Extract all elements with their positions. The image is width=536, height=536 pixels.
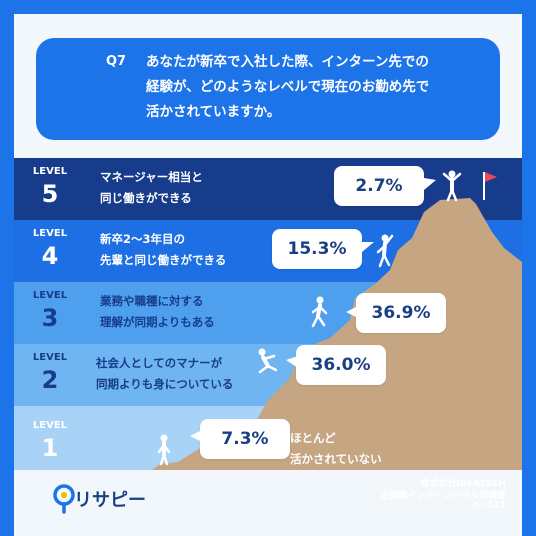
tail-level-1 [190, 430, 202, 442]
person-celebrating-icon [442, 170, 462, 202]
level-2-description: 社会人としてのマナーが 同期よりも身についている [96, 353, 233, 395]
level-1-desc-line-2: 活かされていない [290, 452, 382, 466]
tail-level-2 [286, 356, 298, 368]
question-line-2: 経験が、どのようなレベルで現在のお勤め先で [146, 79, 430, 95]
credit-line-2: 企画職インターンレベル別調査 [380, 491, 506, 501]
value-bubble-level-2: 36.0% [296, 345, 386, 385]
person-climbing-icon [258, 348, 278, 374]
question-box: Q7 あなたが新卒で入社した際、インターン先での 経験が、どのようなレベルで現在… [36, 38, 500, 140]
level-3-desc-line-1: 業務や職種に対する [100, 294, 204, 308]
level-3-word: LEVEL [32, 290, 68, 301]
level-2-number: 2 [41, 366, 59, 394]
level-1-description: ほとんど 活かされていない [290, 428, 382, 470]
credit-line-1: 株式会社IDEATECH [420, 479, 506, 489]
level-5-number: 5 [41, 180, 59, 208]
level-2-desc-line-1: 社会人としてのマナーが [96, 356, 223, 370]
level-3-description: 業務や職種に対する 理解が同期よりもある [100, 291, 215, 333]
tail-level-4 [362, 242, 374, 252]
logo-text: リサピー [74, 490, 146, 511]
level-4-number: 4 [41, 242, 59, 270]
level-5-word: LEVEL [32, 166, 68, 177]
level-4-word: LEVEL [32, 228, 68, 239]
question-text: あなたが新卒で入社した際、インターン先での 経験が、どのようなレベルで現在のお勤… [146, 50, 496, 125]
value-bubble-level-5: 2.7% [334, 166, 424, 206]
person-waving-icon [376, 234, 394, 268]
value-bubble-level-1: 7.3% [200, 419, 290, 459]
question-line-3: 活かされていますか。 [146, 104, 281, 120]
mountain-shape [152, 198, 522, 470]
question-label: Q7 [106, 54, 127, 69]
level-1-desc-line-1: ほとんど [290, 431, 336, 445]
value-bubble-level-3: 36.9% [356, 293, 446, 333]
level-4-desc-line-1: 新卒2～3年目の [100, 232, 186, 246]
level-5-description: マネージャー相当と 同じ働きができる [100, 167, 203, 209]
flag-icon [483, 172, 497, 200]
tail-level-5 [424, 178, 436, 190]
level-2-word: LEVEL [32, 352, 68, 363]
question-line-1: あなたが新卒で入社した際、インターン先での [146, 54, 429, 70]
level-5-desc-line-1: マネージャー相当と [100, 170, 203, 184]
level-3-number: 3 [41, 304, 59, 332]
level-1-number: 1 [41, 434, 59, 462]
person-walking-icon [311, 296, 328, 328]
level-5-desc-line-2: 同じ働きができる [100, 191, 192, 205]
level-2-desc-line-2: 同期よりも身についている [96, 377, 234, 391]
level-4-description: 新卒2～3年目の 先輩と同じ働きができる [100, 229, 226, 271]
value-bubble-level-4: 15.3% [272, 229, 362, 269]
credit-line-3: n=111 [473, 500, 506, 510]
level-4-desc-line-2: 先輩と同じ働きができる [100, 253, 227, 267]
tail-level-3 [346, 306, 358, 318]
person-standing-icon [157, 434, 171, 466]
level-1-word: LEVEL [32, 420, 68, 431]
level-3-desc-line-2: 理解が同期よりもある [100, 315, 215, 329]
